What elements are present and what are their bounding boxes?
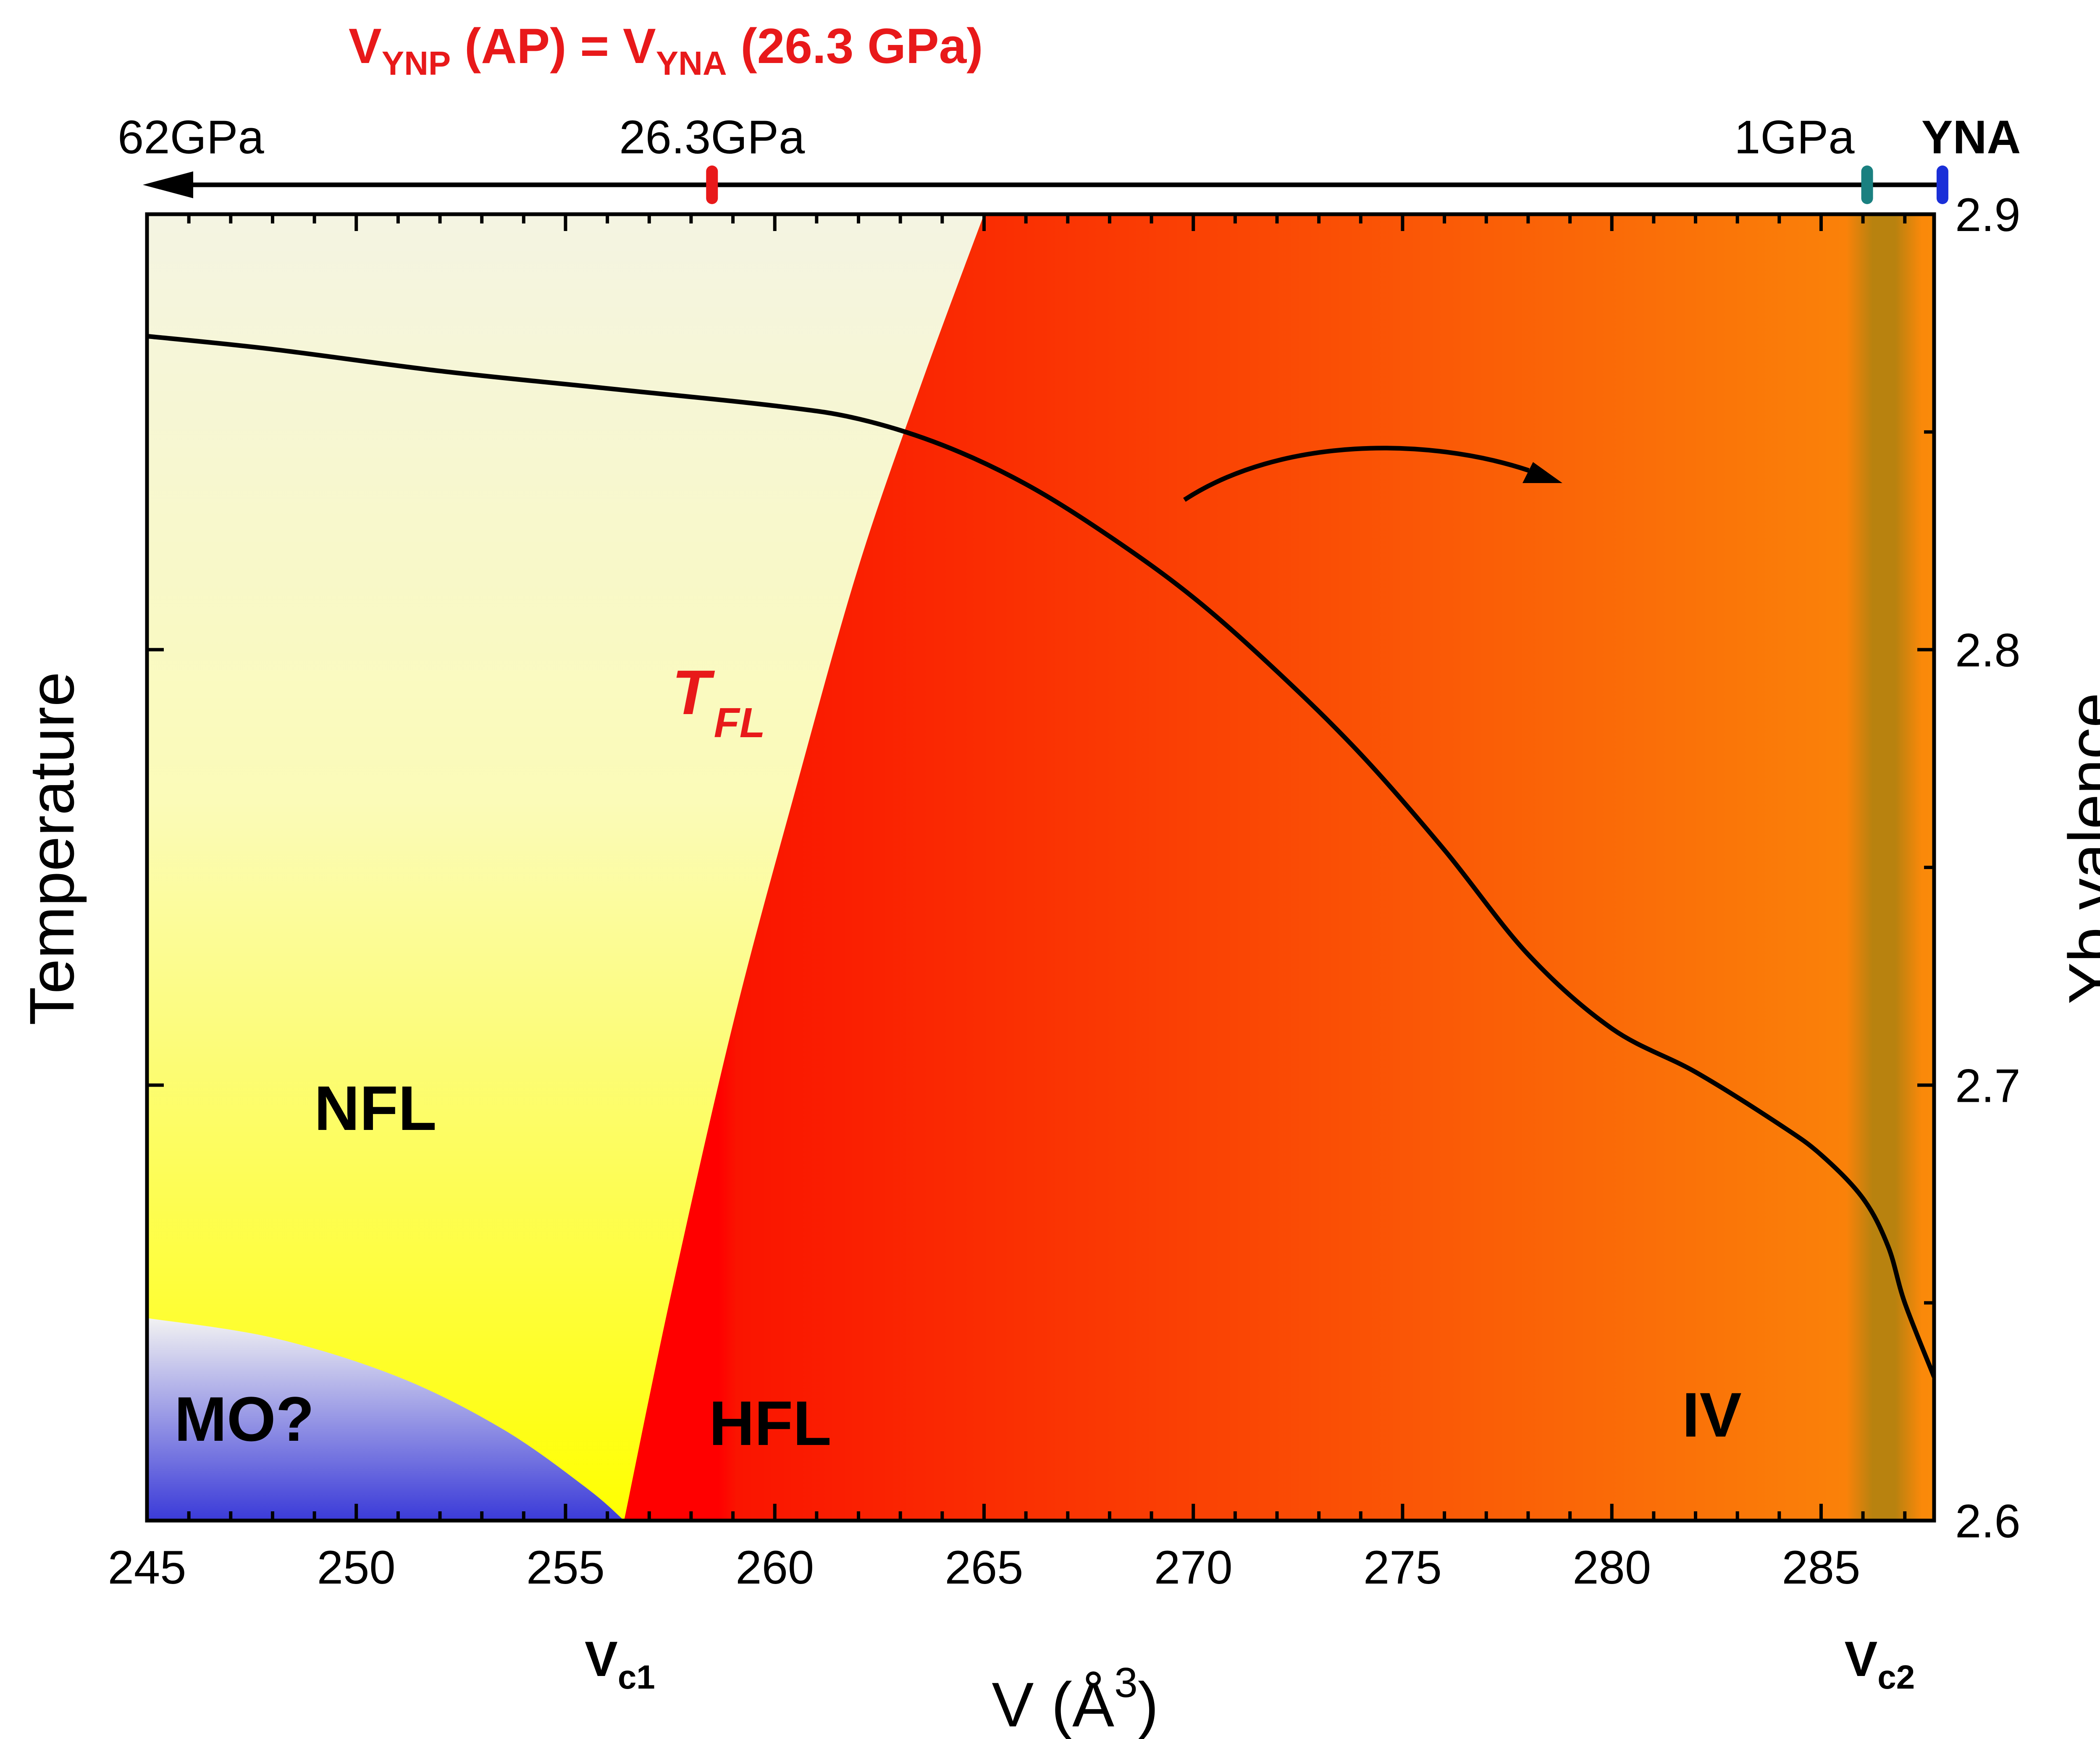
curved-arrow <box>1183 446 1530 502</box>
x-tick-label: 265 <box>945 1541 1024 1594</box>
tfl-label: TFL <box>672 657 765 746</box>
left-axis-title: Temperature <box>16 672 87 1025</box>
x-tick-label: 270 <box>1154 1541 1233 1594</box>
pressure-marker-label: 1GPa <box>1734 111 1855 163</box>
pressure-marker-label: YNA <box>1922 111 2021 163</box>
pressure-axis-arrowhead <box>143 171 193 198</box>
region-label-iv: IV <box>1682 1379 1742 1450</box>
vc1-label: Vc1 <box>585 1631 655 1696</box>
region-label-nfl: NFL <box>314 1073 437 1143</box>
mo-region <box>147 1318 624 1521</box>
x-tick-label: 260 <box>735 1541 814 1594</box>
vc2-band <box>1846 214 1922 1521</box>
y-right-tick-label: 2.6 <box>1955 1495 2021 1547</box>
vc2-label: Vc2 <box>1845 1631 1915 1696</box>
x-tick-label: 275 <box>1363 1541 1442 1594</box>
nfl-region <box>147 214 984 1521</box>
x-axis-title: V (Å3) <box>992 1659 1158 1739</box>
x-tick-label: 280 <box>1572 1541 1651 1594</box>
chart-header: VYNP (AP) = VYNA (26.3 GPa) <box>349 18 983 82</box>
valence-curve <box>147 334 1934 1378</box>
x-tick-label: 255 <box>526 1541 605 1594</box>
pressure-marker-label: 26.3GPa <box>619 111 805 163</box>
x-tick-label: 285 <box>1782 1541 1861 1594</box>
region-label-mo: MO? <box>174 1384 314 1454</box>
x-tick-label: 250 <box>317 1541 396 1594</box>
y-right-tick-label: 2.8 <box>1955 624 2021 677</box>
axis-ticks <box>145 213 1934 1522</box>
region-label-hfl: HFL <box>709 1388 832 1458</box>
curved-arrow-head <box>1522 462 1562 483</box>
pressure-62gpa-label: 62GPa <box>118 111 264 163</box>
x-tick-label: 245 <box>108 1541 186 1594</box>
y-right-tick-label: 2.9 <box>1955 189 2021 241</box>
y-right-tick-label: 2.7 <box>1955 1059 2021 1112</box>
right-axis-title: Yb valence <box>2055 693 2100 1004</box>
